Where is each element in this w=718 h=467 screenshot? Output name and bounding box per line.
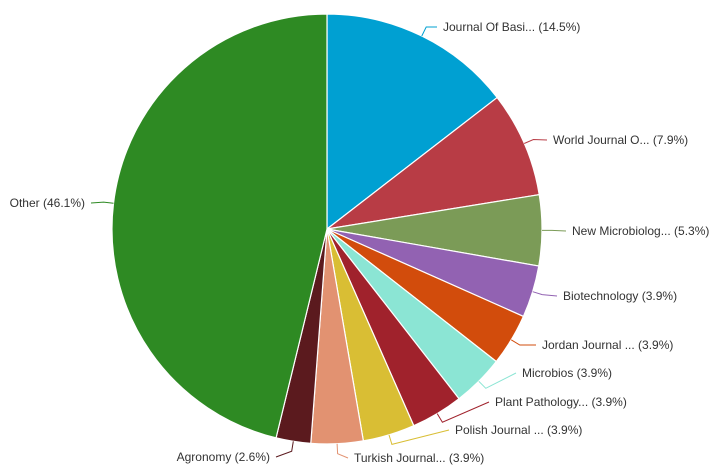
leader-line (532, 291, 558, 297)
slice-label: New Microbiolog... (5.3%) (572, 224, 709, 238)
leader-line (510, 339, 536, 346)
leader-line (275, 441, 294, 458)
pie-slice[interactable] (111, 13, 328, 439)
leader-lines (90, 26, 567, 459)
pie-slice[interactable] (326, 96, 540, 230)
slice-label: Microbios (3.9%) (522, 366, 612, 380)
slice-label: World Journal O... (7.9%) (553, 133, 688, 147)
slice-label: Journal Of Basi... (14.5%) (443, 20, 580, 34)
leader-line (436, 401, 490, 423)
slice-label: Other (46.1%) (10, 196, 85, 210)
pie-slices (111, 13, 543, 445)
slice-label: Agronomy (2.6%) (177, 450, 270, 464)
leader-line (336, 443, 349, 459)
leader-line (388, 429, 450, 446)
slice-label: Jordan Journal ... (3.9%) (542, 338, 673, 352)
leader-line (524, 138, 548, 144)
leader-line (478, 372, 517, 389)
slice-label: Plant Pathology... (3.9%) (495, 395, 627, 409)
leader-line (542, 229, 567, 232)
leader-line (90, 201, 114, 204)
leader-line (421, 26, 437, 37)
pie-slice[interactable] (326, 13, 498, 231)
slice-label: Turkish Journal... (3.9%) (354, 451, 484, 465)
slice-labels: Journal Of Basi... (14.5%) World Journal … (10, 20, 710, 465)
slice-label: Polish Journal ... (3.9%) (455, 423, 582, 437)
slice-label: Biotechnology (3.9%) (563, 289, 677, 303)
